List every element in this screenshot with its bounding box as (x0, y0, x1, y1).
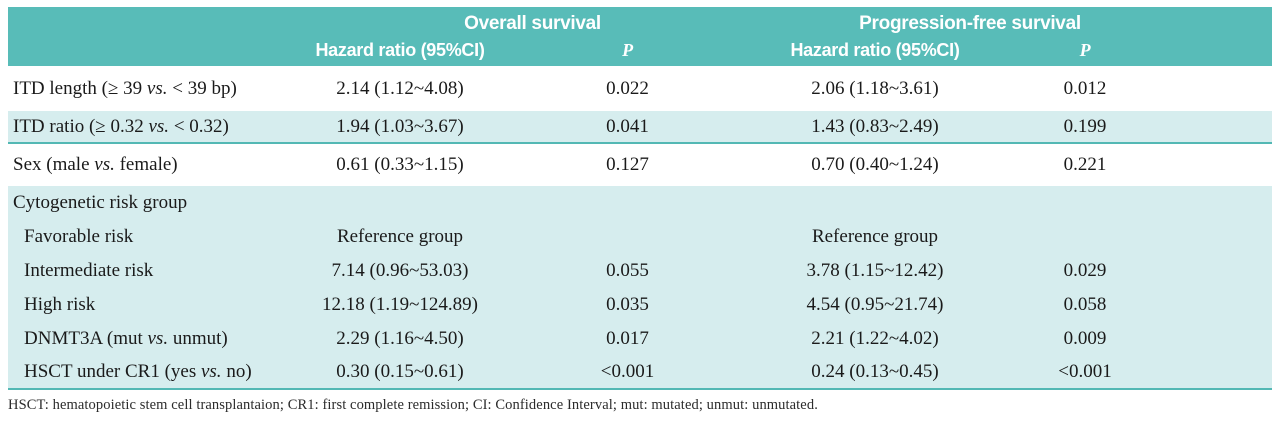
pfs-p-value (990, 220, 1180, 254)
row-label: ITD length (≥ 39 vs. < 39 bp) (8, 66, 305, 111)
pfs-p-value: 0.009 (990, 322, 1180, 355)
os-hazard-ratio-value (305, 186, 495, 220)
row-label-text: female) (114, 154, 178, 175)
row-label-vs: vs. (147, 327, 169, 349)
row-label-text: ITD ratio (≥ 0.32 (13, 115, 149, 137)
row-label: HSCT under CR1 (yes vs. no) (8, 355, 305, 390)
pfs-hazard-ratio-value: 0.70 (0.40~1.24) (760, 143, 990, 186)
pfs-p-value: 0.012 (990, 66, 1180, 111)
pfs-p-value: 0.058 (990, 288, 1180, 322)
os-p-value (495, 186, 760, 220)
row-label: Cytogenetic risk group (8, 186, 305, 220)
row-label-text: DNMT3A (mut (24, 327, 148, 349)
table-header: Overall survival Progression-free surviv… (8, 7, 1272, 66)
os-hazard-ratio-value: 7.14 (0.96~53.03) (305, 254, 495, 288)
os-p-value (495, 220, 760, 254)
table-row-sex: Sex (male vs. female) 0.61 (0.33~1.15) 0… (8, 143, 1272, 186)
os-hazard-ratio-value: Reference group (305, 220, 495, 254)
row-label-text: < 39 bp) (167, 77, 237, 99)
pfs-hazard-ratio-value: 2.06 (1.18~3.61) (760, 66, 990, 111)
os-p-value: 0.041 (495, 111, 760, 144)
os-hazard-ratio-value: 2.14 (1.12~4.08) (305, 66, 495, 111)
hazard-ratio-table: Overall survival Progression-free surviv… (8, 7, 1272, 390)
row-label: DNMT3A (mut vs. unmut) (8, 322, 305, 355)
os-p-value: 0.022 (495, 66, 760, 111)
row-label-vs: vs. (146, 77, 168, 99)
header-sub-row: Hazard ratio (95%CI) P Hazard ratio (95%… (8, 35, 1272, 66)
hazard-ratio-table-figure: Overall survival Progression-free surviv… (8, 7, 1272, 390)
row-label-text: ITD length (≥ 39 (13, 77, 147, 99)
pfs-p-value: 0.029 (990, 254, 1180, 288)
column-group-overall-survival: Overall survival (305, 7, 760, 35)
row-label: ITD ratio (≥ 0.32 vs. < 0.32) (8, 111, 305, 144)
table-footnote: HSCT: hematopoietic stem cell transplant… (8, 397, 818, 413)
row-label: Sex (male vs. female) (8, 143, 305, 186)
os-p-value: <0.001 (495, 355, 760, 390)
row-spacer (1180, 143, 1272, 186)
table-body: ITD length (≥ 39 vs. < 39 bp) 2.14 (1.12… (8, 66, 1272, 390)
pfs-p-value (990, 186, 1180, 220)
row-spacer (1180, 186, 1272, 220)
os-p-value: 0.017 (495, 322, 760, 355)
column-header-os-hazard-ratio: Hazard ratio (95%CI) (305, 35, 495, 66)
pfs-hazard-ratio-value: 2.21 (1.22~4.02) (760, 322, 990, 355)
os-hazard-ratio-value: 1.94 (1.03~3.67) (305, 111, 495, 144)
row-spacer (1180, 254, 1272, 288)
row-label-text: < 0.32) (169, 115, 229, 137)
row-label-text: High risk (24, 294, 96, 315)
column-header-pfs-p-value: P (990, 35, 1180, 66)
pfs-p-value: 0.199 (990, 111, 1180, 144)
table-row-cytogenetic-risk-group: Cytogenetic risk group (8, 186, 1272, 220)
row-label-text: unmut) (168, 327, 228, 349)
row-spacer (1180, 322, 1272, 355)
os-p-value: 0.035 (495, 288, 760, 322)
pfs-hazard-ratio-value: 1.43 (0.83~2.49) (760, 111, 990, 144)
table-row-high-risk: High risk 12.18 (1.19~124.89) 0.035 4.54… (8, 288, 1272, 322)
row-label-text: Cytogenetic risk group (13, 192, 188, 213)
table-row-intermediate-risk: Intermediate risk 7.14 (0.96~53.03) 0.05… (8, 254, 1272, 288)
pfs-p-value: <0.001 (990, 355, 1180, 390)
row-label-vs: vs. (148, 115, 170, 137)
header-spacer (1180, 35, 1272, 66)
row-label-vs: vs. (200, 360, 222, 382)
row-spacer (1180, 288, 1272, 322)
header-group-row: Overall survival Progression-free surviv… (8, 7, 1272, 35)
pfs-hazard-ratio-value: 4.54 (0.95~21.74) (760, 288, 990, 322)
row-spacer (1180, 355, 1272, 390)
table-row-hsct-under-cr1: HSCT under CR1 (yes vs. no) 0.30 (0.15~0… (8, 355, 1272, 390)
row-label-text: HSCT under CR1 (yes (24, 360, 201, 382)
row-label: High risk (8, 288, 305, 322)
os-p-value: 0.055 (495, 254, 760, 288)
row-spacer (1180, 66, 1272, 111)
header-spacer (8, 7, 305, 35)
row-label: Favorable risk (8, 220, 305, 254)
table-row-dnmt3a: DNMT3A (mut vs. unmut) 2.29 (1.16~4.50) … (8, 322, 1272, 355)
header-spacer (8, 35, 305, 66)
row-spacer (1180, 220, 1272, 254)
column-header-os-p-value: P (495, 35, 760, 66)
table-row-favorable-risk: Favorable risk Reference group Reference… (8, 220, 1272, 254)
os-hazard-ratio-value: 12.18 (1.19~124.89) (305, 288, 495, 322)
header-spacer (1180, 7, 1272, 35)
table-row-itd-ratio: ITD ratio (≥ 0.32 vs. < 0.32) 1.94 (1.03… (8, 111, 1272, 144)
os-hazard-ratio-value: 0.61 (0.33~1.15) (305, 143, 495, 186)
pfs-hazard-ratio-value: 0.24 (0.13~0.45) (760, 355, 990, 390)
row-spacer (1180, 111, 1272, 144)
row-label-text: no) (221, 360, 252, 382)
row-label-text: Intermediate risk (24, 260, 154, 281)
pfs-p-value: 0.221 (990, 143, 1180, 186)
row-label-text: Sex (male (13, 154, 95, 175)
column-group-progression-free-survival: Progression-free survival (760, 7, 1180, 35)
os-hazard-ratio-value: 2.29 (1.16~4.50) (305, 322, 495, 355)
row-label-vs: vs. (94, 154, 115, 175)
pfs-hazard-ratio-value: Reference group (760, 220, 990, 254)
table-row-itd-length: ITD length (≥ 39 vs. < 39 bp) 2.14 (1.12… (8, 66, 1272, 111)
column-header-pfs-hazard-ratio: Hazard ratio (95%CI) (760, 35, 990, 66)
row-label-text: Favorable risk (24, 226, 134, 247)
pfs-hazard-ratio-value (760, 186, 990, 220)
row-label: Intermediate risk (8, 254, 305, 288)
os-hazard-ratio-value: 0.30 (0.15~0.61) (305, 355, 495, 390)
pfs-hazard-ratio-value: 3.78 (1.15~12.42) (760, 254, 990, 288)
os-p-value: 0.127 (495, 143, 760, 186)
